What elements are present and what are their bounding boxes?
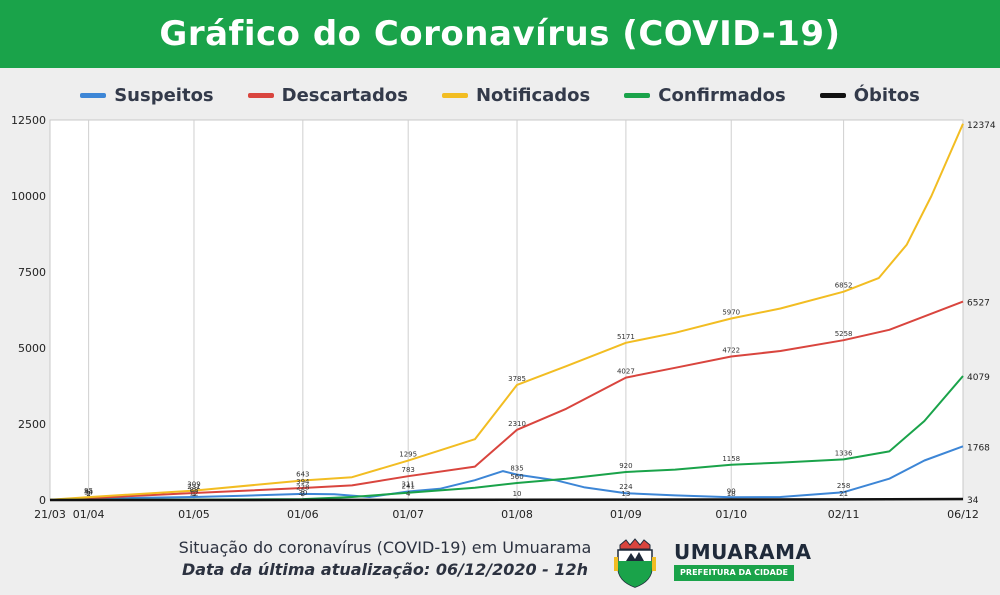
logo-name: UMUARAMA xyxy=(674,540,812,564)
legend-label-obitos: Óbitos xyxy=(853,84,920,106)
data-label: 643 xyxy=(296,470,309,478)
city-crest-icon xyxy=(614,538,656,588)
data-label: 5258 xyxy=(835,330,853,338)
data-label: 30 xyxy=(298,489,307,497)
data-label: 309 xyxy=(187,481,200,489)
line-chart: 21/03 01/04 01/05 01/06 01/07 01/08 01/09 01/10… xyxy=(11,114,996,521)
data-label: 231 xyxy=(187,483,200,491)
data-label: 4722 xyxy=(722,346,740,354)
y-tick-label: 12500 xyxy=(11,114,46,127)
data-label: 394 xyxy=(296,478,310,486)
legend-label-confirmados: Confirmados xyxy=(658,84,786,106)
x-tick-label: 21/03 xyxy=(34,508,66,521)
end-value-label: 1768 xyxy=(967,443,990,453)
chart-legend: Suspeitos Descartados Notificados Confir… xyxy=(0,82,1000,108)
data-label: 12 xyxy=(190,490,199,498)
data-label: 18 xyxy=(727,490,736,498)
footer-status-text: Situação do coronavírus (COVID-19) em Um… xyxy=(178,538,592,557)
data-label: 5 xyxy=(86,490,90,498)
legend-swatch-suspeitos xyxy=(80,92,107,98)
end-value-label: 34 xyxy=(967,496,979,506)
end-value-label: 4079 xyxy=(967,373,990,383)
data-label: 54 xyxy=(84,488,93,496)
footer-update-date: Data da última atualização: 06/12/2020 -… xyxy=(181,560,589,579)
x-tick-label: 01/04 xyxy=(73,508,105,521)
x-tick-label: 01/07 xyxy=(392,508,424,521)
data-label: 3785 xyxy=(508,375,526,383)
title-banner: Gráfico do Coronavírus (COVID-19) xyxy=(0,0,1000,68)
data-label: 10 xyxy=(513,490,522,498)
x-tick-label: 01/05 xyxy=(178,508,210,521)
data-label: 21 xyxy=(839,490,848,498)
x-tick-label: 02/11 xyxy=(828,508,860,521)
data-label: 88 xyxy=(190,486,199,494)
legend-swatch-notificados xyxy=(441,92,468,98)
data-label: 560 xyxy=(510,473,523,481)
data-label: 2 xyxy=(86,490,90,498)
legend-swatch-descartados xyxy=(247,92,274,98)
series-line-suspeitos xyxy=(49,445,964,501)
x-tick-label: 01/08 xyxy=(501,508,533,521)
legend-label-descartados: Descartados xyxy=(281,84,408,106)
footer: Situação do coronavírus (COVID-19) em Um… xyxy=(160,538,610,579)
legend-swatch-confirmados xyxy=(624,92,651,98)
legend-item-notificados: Notificados xyxy=(441,84,591,106)
data-label: 5970 xyxy=(722,309,740,317)
data-label: 311 xyxy=(401,481,414,489)
plot-area xyxy=(49,119,964,501)
data-label: 1158 xyxy=(722,455,740,463)
data-label: 920 xyxy=(619,462,632,470)
y-tick-label: 7500 xyxy=(18,266,46,279)
data-label: 6852 xyxy=(835,282,853,290)
x-tick-label: 01/06 xyxy=(287,508,319,521)
series-line-bitos xyxy=(50,497,964,502)
data-label: 13 xyxy=(621,490,630,498)
city-logo: UMUARAMA PREFEITURA DA CIDADE xyxy=(612,535,811,590)
data-label: 1 xyxy=(192,490,196,498)
logo-subtitle: PREFEITURA DA CIDADE xyxy=(674,565,794,581)
legend-swatch-obitos xyxy=(819,92,846,98)
data-label: 4027 xyxy=(617,368,635,376)
data-label: 1336 xyxy=(835,449,853,457)
data-label: 5171 xyxy=(617,333,635,341)
data-label: 783 xyxy=(401,466,414,474)
y-tick-label: 2500 xyxy=(18,418,46,431)
data-label: 835 xyxy=(510,465,523,473)
end-value-label: 12374 xyxy=(967,121,996,131)
page-title: Gráfico do Coronavírus (COVID-19) xyxy=(159,14,841,54)
x-tick-label: 06/12 xyxy=(947,508,979,521)
data-label: 258 xyxy=(837,482,850,490)
legend-item-obitos: Óbitos xyxy=(819,84,920,106)
data-label: 90 xyxy=(727,487,736,495)
data-label: 228 xyxy=(296,484,309,492)
legend-item-confirmados: Confirmados xyxy=(624,84,786,106)
series-line-descartados xyxy=(49,300,964,501)
legend-label-notificados: Notificados xyxy=(475,84,591,106)
legend-label-suspeitos: Suspeitos xyxy=(114,84,214,106)
series-line-notificados xyxy=(49,123,964,501)
legend-item-descartados: Descartados xyxy=(247,84,408,106)
x-tick-label: 01/10 xyxy=(715,508,747,521)
y-tick-label: 0 xyxy=(39,494,46,507)
legend-item-suspeitos: Suspeitos xyxy=(80,84,214,106)
data-label: 95 xyxy=(84,487,93,495)
end-value-label: 6527 xyxy=(967,299,990,309)
data-label: 2310 xyxy=(508,420,526,428)
data-label: 4 xyxy=(406,490,411,498)
y-tick-label: 5000 xyxy=(18,342,46,355)
y-tick-label: 10000 xyxy=(11,190,46,203)
data-label: 44 xyxy=(84,489,93,497)
x-tick-label: 01/09 xyxy=(610,508,642,521)
data-label: 224 xyxy=(619,483,633,491)
data-label: 1295 xyxy=(399,451,417,459)
data-label: 241 xyxy=(401,483,414,491)
data-label: 2 xyxy=(301,490,305,498)
